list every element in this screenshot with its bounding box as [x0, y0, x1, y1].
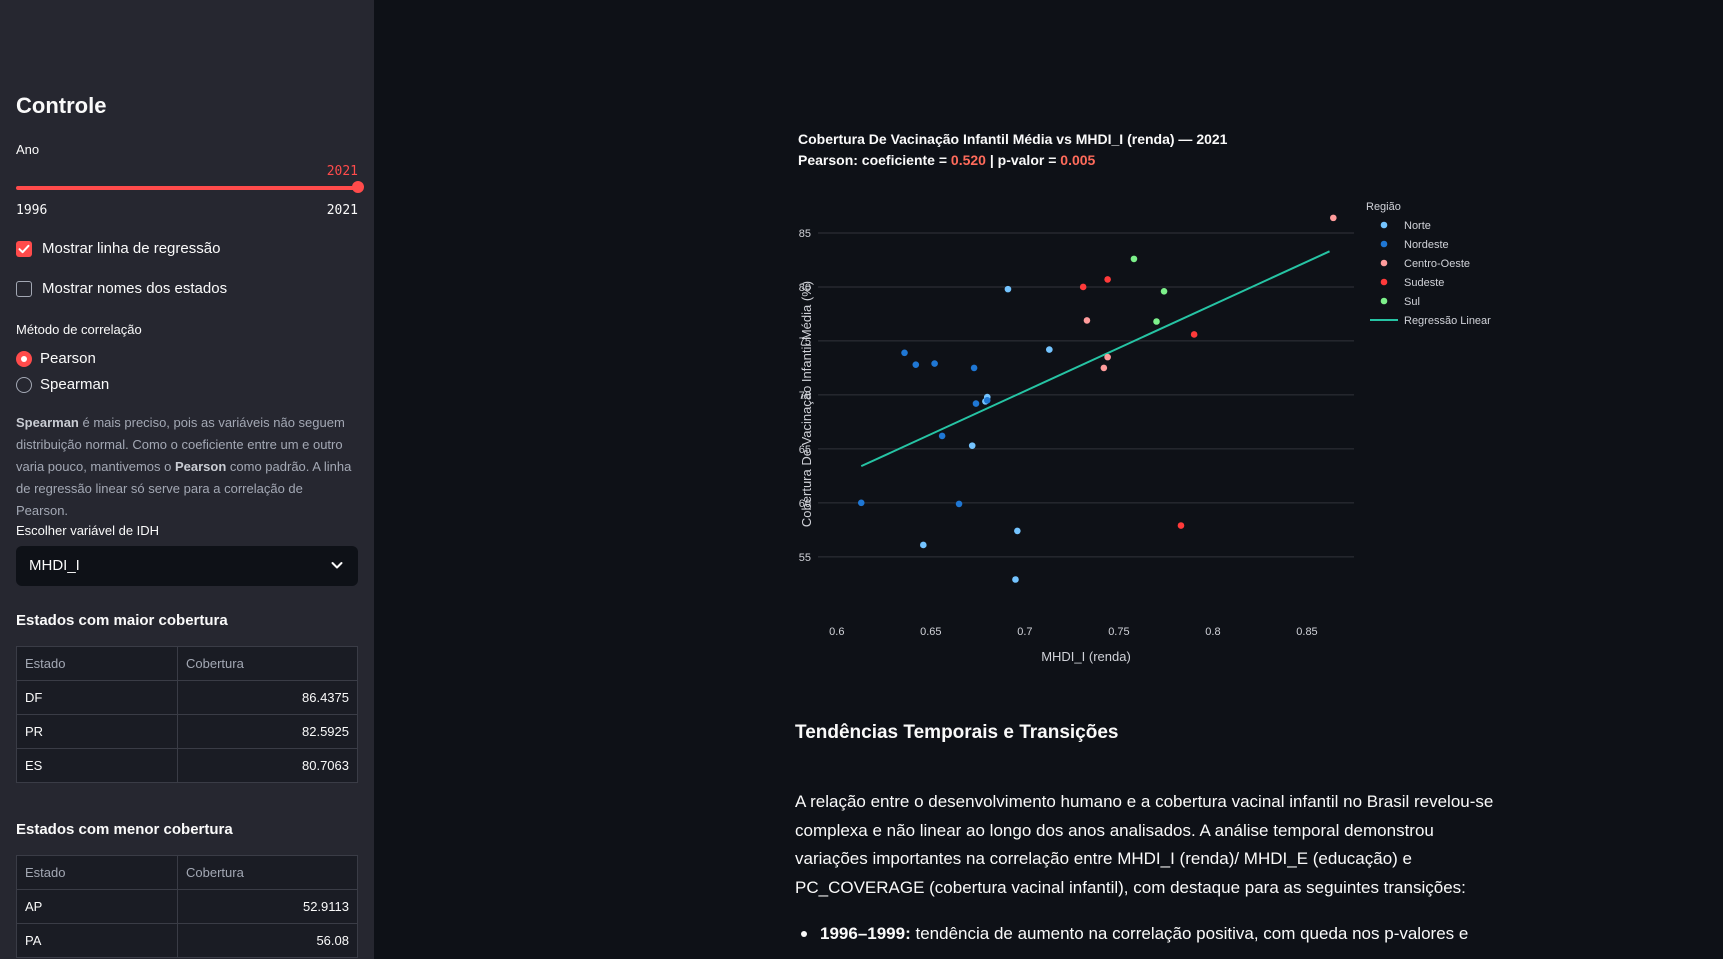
- cell-state: AP: [17, 890, 178, 924]
- bullet-bold: 1996–1999:: [820, 924, 911, 943]
- x-tick-label: 0.8: [1205, 626, 1220, 638]
- data-point: [1178, 522, 1185, 529]
- legend-label: Sudeste: [1404, 277, 1444, 289]
- data-point: [1046, 346, 1053, 353]
- y-axis-label: Cobertura De Vacinação Infantil Média (%…: [799, 281, 814, 527]
- bottom-states-title: Estados com menor cobertura: [16, 821, 233, 838]
- data-point: [1084, 317, 1091, 324]
- data-point: [912, 361, 919, 368]
- x-tick-label: 0.6: [829, 626, 844, 638]
- data-point: [969, 442, 976, 449]
- data-point: [1131, 256, 1138, 263]
- x-tick-label: 0.85: [1296, 626, 1317, 638]
- legend-marker: [1381, 298, 1388, 305]
- legend-label: Sul: [1404, 296, 1420, 308]
- data-point: [1191, 331, 1198, 338]
- x-tick-label: 0.7: [1017, 626, 1032, 638]
- cell-state: ES: [17, 749, 178, 783]
- data-point: [1101, 365, 1108, 372]
- table-row: ES 80.7063: [17, 749, 358, 783]
- bullet-text: tendência de aumento na correlação posit…: [911, 924, 1469, 943]
- data-point: [1080, 284, 1087, 291]
- data-point: [931, 360, 938, 367]
- table-row: PA 56.08: [17, 924, 358, 958]
- data-point: [984, 397, 991, 404]
- data-point: [920, 542, 927, 549]
- table-header-row: Estado Cobertura: [17, 856, 358, 890]
- bottom-states-table: Estado Cobertura AP 52.9113 PA 56.08: [16, 855, 358, 958]
- scatter-chart[interactable]: 55 60 65 70 75 80 85 0.6 0.65 0.7 0.75 0.8 0.85 MHDI_…: [0, 0, 1723, 720]
- cell-state: PA: [17, 924, 178, 958]
- x-axis-label: MHDI_I (renda): [1041, 649, 1131, 664]
- legend-label: Norte: [1404, 220, 1431, 232]
- data-point: [956, 501, 963, 508]
- data-point: [1104, 354, 1111, 361]
- data-point: [1014, 528, 1021, 535]
- data-point: [858, 500, 865, 507]
- legend-label: Centro-Oeste: [1404, 258, 1470, 270]
- col-header-coverage: Cobertura: [178, 856, 358, 890]
- data-point: [1161, 288, 1168, 295]
- cell-coverage: 56.08: [178, 924, 358, 958]
- y-tick-label: 55: [799, 552, 811, 564]
- list-item: 1996–1999: tendência de aumento na corre…: [820, 920, 1500, 948]
- data-point: [973, 400, 980, 407]
- analysis-paragraph: A relação entre o desenvolvimento humano…: [795, 788, 1505, 902]
- regression-line: [861, 251, 1329, 466]
- legend-label: Nordeste: [1404, 239, 1449, 251]
- data-point: [1104, 276, 1111, 283]
- table-row: AP 52.9113: [17, 890, 358, 924]
- data-point: [1330, 215, 1337, 222]
- data-point: [1012, 576, 1019, 583]
- data-point: [971, 365, 978, 372]
- legend-title: Região: [1366, 201, 1401, 213]
- legend-marker: [1381, 241, 1388, 248]
- data-point: [1005, 286, 1012, 293]
- data-point: [939, 433, 946, 440]
- cell-coverage: 80.7063: [178, 749, 358, 783]
- legend-label: Regressão Linear: [1404, 315, 1491, 327]
- y-tick-label: 85: [799, 228, 811, 240]
- legend-marker: [1381, 279, 1388, 286]
- legend-marker: [1381, 222, 1388, 229]
- x-tick-label: 0.65: [920, 626, 941, 638]
- data-point: [1153, 318, 1160, 325]
- section-title: Tendências Temporais e Transições: [795, 722, 1118, 744]
- cell-coverage: 52.9113: [178, 890, 358, 924]
- legend-marker: [1381, 260, 1388, 267]
- col-header-state: Estado: [17, 856, 178, 890]
- data-point: [901, 350, 908, 357]
- x-tick-label: 0.75: [1108, 626, 1129, 638]
- bullet-dot: [801, 931, 807, 937]
